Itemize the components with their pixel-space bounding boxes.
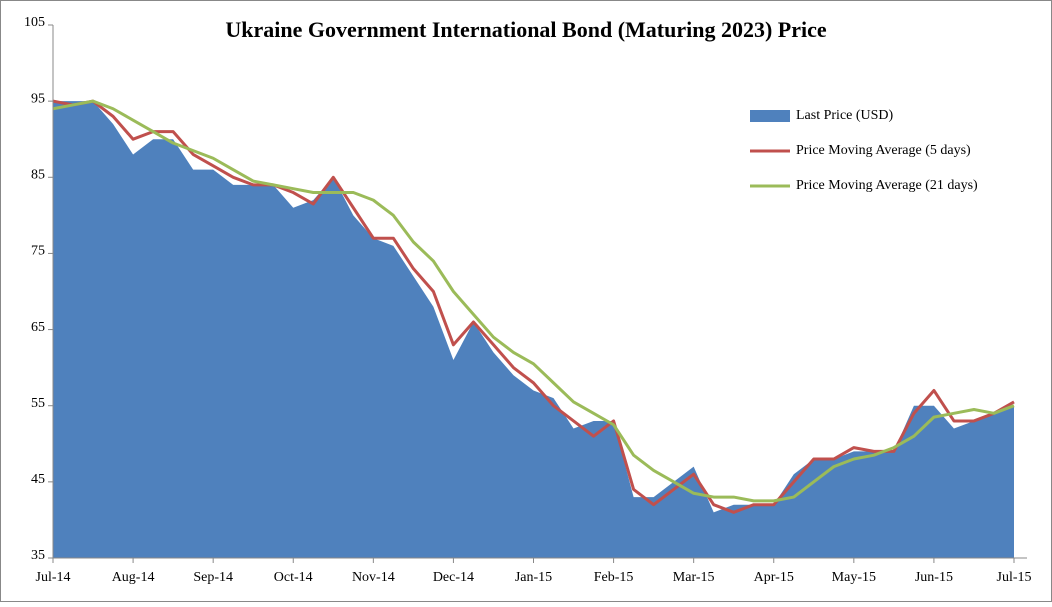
x-tick-label: Nov-14 <box>352 570 395 585</box>
price-area <box>53 101 1014 559</box>
x-tick-label: May-15 <box>832 570 876 585</box>
x-tick-label: Oct-14 <box>274 570 313 585</box>
x-tick-label: Feb-15 <box>594 570 634 585</box>
x-tick-label: Jun-15 <box>915 570 953 585</box>
moving-average-line <box>52 99 1015 514</box>
legend-label: Last Price (USD) <box>796 108 894 123</box>
legend-swatch <box>750 110 790 122</box>
y-tick-label: 75 <box>31 244 45 259</box>
y-tick-label: 55 <box>31 396 45 411</box>
y-tick-label: 95 <box>31 91 45 106</box>
x-tick-label: Jul-14 <box>36 570 71 585</box>
x-tick-label: Jul-15 <box>997 570 1032 585</box>
x-tick-label: Dec-14 <box>433 570 474 585</box>
x-tick-label: Jan-15 <box>515 570 552 585</box>
moving-average-line <box>52 99 1015 503</box>
y-tick-label: 85 <box>31 168 45 183</box>
legend-label: Price Moving Average (21 days) <box>796 178 978 193</box>
y-tick-label: 35 <box>31 548 45 563</box>
x-tick-label: Mar-15 <box>673 570 715 585</box>
x-tick-label: Apr-15 <box>754 570 794 585</box>
y-tick-label: 65 <box>31 320 45 335</box>
legend-label: Price Moving Average (5 days) <box>796 143 971 158</box>
y-tick-label: 45 <box>31 472 45 487</box>
chart-title: Ukraine Government International Bond (M… <box>225 17 827 42</box>
x-tick-label: Aug-14 <box>112 570 155 585</box>
y-tick-label: 105 <box>24 15 45 30</box>
x-tick-label: Sep-14 <box>193 570 233 585</box>
